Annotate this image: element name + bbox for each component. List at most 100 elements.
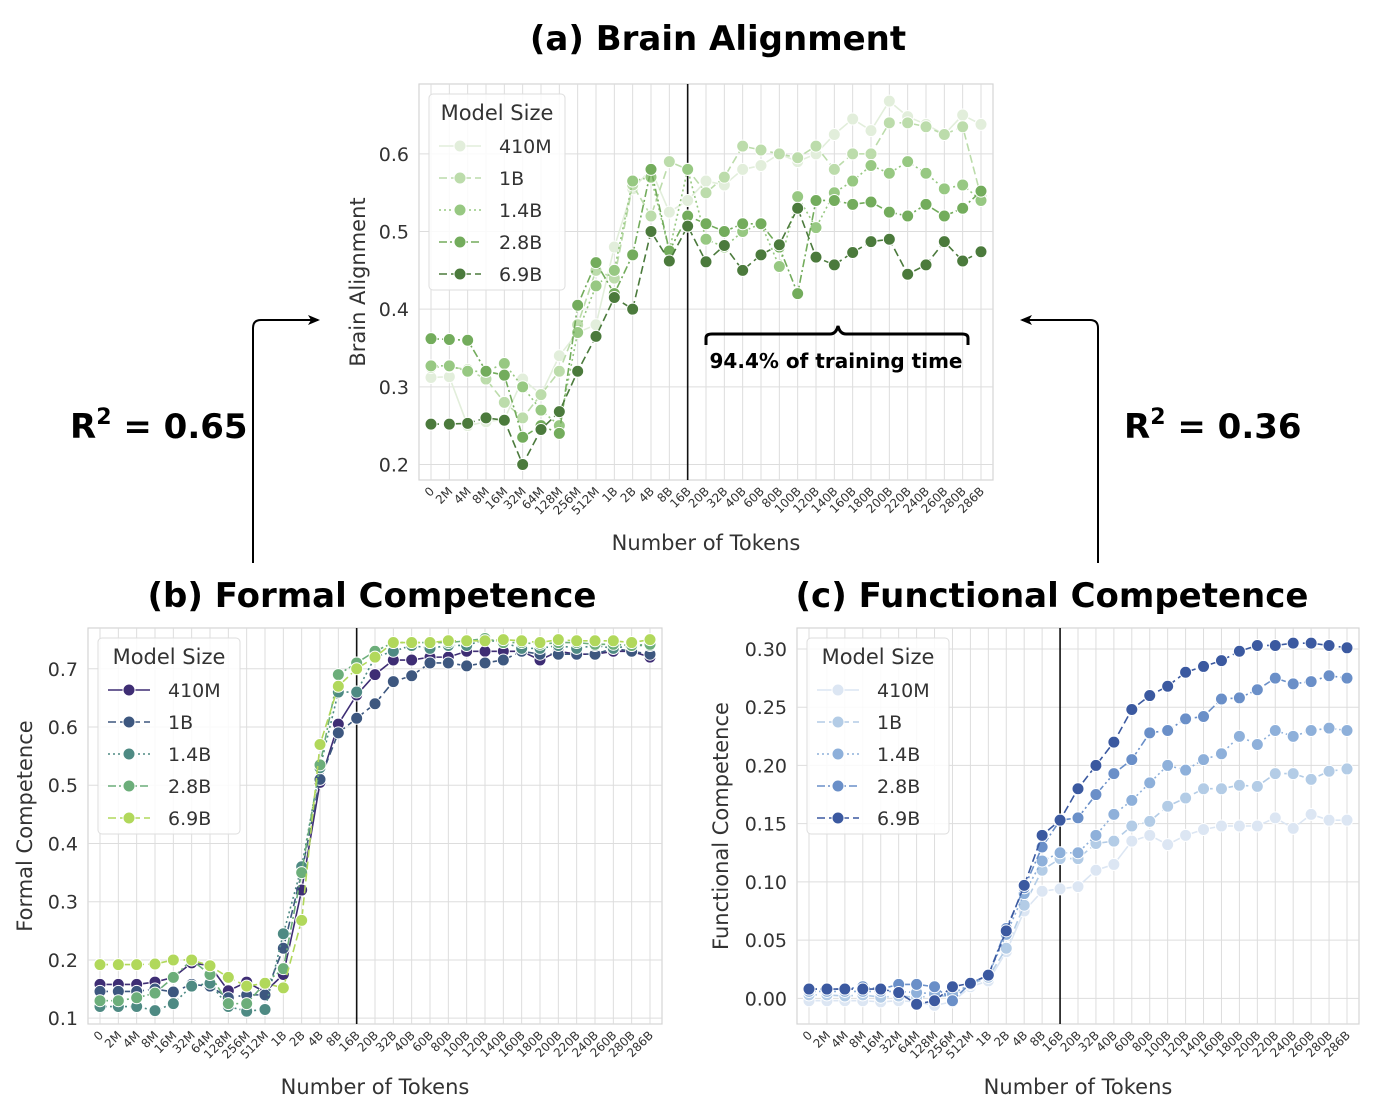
data-point-6.9B bbox=[882, 232, 896, 246]
data-point-1B bbox=[827, 162, 841, 176]
data-point-6.9B bbox=[533, 636, 547, 650]
data-point-6.9B bbox=[258, 976, 272, 990]
y-tick-label: 0.2 bbox=[48, 950, 78, 972]
data-point-6.9B bbox=[1017, 878, 1031, 892]
right-connector-arrow bbox=[1020, 315, 1099, 563]
legend-title: Model Size bbox=[441, 101, 554, 125]
data-point-2.8B bbox=[1268, 671, 1282, 685]
data-point-6.9B bbox=[130, 958, 144, 972]
data-point-2.8B bbox=[479, 364, 493, 378]
data-point-1.4B bbox=[258, 1002, 272, 1016]
data-point-1.4B bbox=[901, 155, 915, 169]
data-point-1.4B bbox=[1179, 763, 1193, 777]
y-tick-label: 0.5 bbox=[48, 775, 78, 797]
chart-title: (c) Functional Competence bbox=[796, 576, 1309, 616]
data-point-1B bbox=[534, 388, 548, 402]
data-point-2.8B bbox=[424, 332, 438, 346]
data-point-2.8B bbox=[945, 994, 959, 1008]
data-point-1B bbox=[350, 711, 364, 725]
data-point-1B bbox=[956, 120, 970, 134]
legend-swatch-marker bbox=[453, 267, 467, 281]
y-tick-label: 0.4 bbox=[379, 299, 409, 321]
y-tick-label: 0.25 bbox=[745, 697, 787, 719]
data-point-6.9B bbox=[405, 636, 419, 650]
formal-competence-chart: (b) Formal Competence02M4M8M16M32M64M128… bbox=[13, 576, 663, 1099]
data-point-6.9B bbox=[1304, 636, 1318, 650]
data-point-410M bbox=[1107, 857, 1121, 871]
legend-swatch-marker bbox=[453, 139, 467, 153]
data-point-6.9B bbox=[1179, 665, 1193, 679]
data-point-2.8B bbox=[699, 217, 713, 231]
data-point-410M bbox=[368, 668, 382, 682]
data-point-6.9B bbox=[644, 225, 658, 239]
y-tick-label: 0.05 bbox=[745, 930, 787, 952]
data-point-6.9B bbox=[496, 633, 510, 647]
data-point-6.9B bbox=[809, 250, 823, 264]
data-point-6.9B bbox=[461, 416, 475, 430]
data-point-2.8B bbox=[111, 994, 125, 1008]
data-point-2.8B bbox=[937, 209, 951, 223]
data-point-6.9B bbox=[423, 636, 437, 650]
data-point-1B bbox=[1197, 782, 1211, 796]
data-point-6.9B bbox=[111, 958, 125, 972]
data-point-6.9B bbox=[772, 238, 786, 252]
data-point-1.4B bbox=[626, 174, 640, 188]
data-point-6.9B bbox=[699, 255, 713, 269]
data-point-1B bbox=[1232, 778, 1246, 792]
data-point-6.9B bbox=[974, 245, 988, 259]
legend-swatch-marker bbox=[453, 171, 467, 185]
data-point-1.4B bbox=[166, 997, 180, 1011]
data-point-2.8B bbox=[901, 209, 915, 223]
legend-swatch-marker bbox=[122, 811, 136, 825]
data-point-1.4B bbox=[276, 927, 290, 941]
legend-swatch-marker bbox=[122, 779, 136, 793]
data-point-2.8B bbox=[331, 668, 345, 682]
data-point-410M bbox=[1053, 882, 1067, 896]
y-tick-label: 0.6 bbox=[48, 717, 78, 739]
data-point-6.9B bbox=[460, 634, 474, 648]
data-point-6.9B bbox=[910, 997, 924, 1011]
data-point-410M bbox=[1304, 807, 1318, 821]
data-point-6.9B bbox=[846, 245, 860, 259]
data-point-1.4B bbox=[1250, 737, 1264, 751]
training-time-brace bbox=[704, 325, 970, 345]
x-axis-label: Number of Tokens bbox=[281, 1075, 470, 1099]
data-point-1B bbox=[699, 186, 713, 200]
data-point-2.8B bbox=[791, 287, 805, 301]
data-point-6.9B bbox=[606, 634, 620, 648]
data-point-2.8B bbox=[974, 184, 988, 198]
data-point-410M bbox=[974, 117, 988, 131]
legend-swatch-marker bbox=[831, 747, 845, 761]
data-point-1B bbox=[1161, 799, 1175, 813]
data-point-410M bbox=[754, 159, 768, 173]
data-point-1.4B bbox=[571, 325, 585, 339]
data-point-6.9B bbox=[386, 636, 400, 650]
data-point-6.9B bbox=[919, 258, 933, 272]
data-point-2.8B bbox=[313, 758, 327, 772]
data-point-1B bbox=[496, 653, 510, 667]
data-point-6.9B bbox=[1107, 735, 1121, 749]
legend-entry-label: 6.9B bbox=[877, 808, 920, 830]
legend-entry-label: 1.4B bbox=[168, 744, 211, 766]
data-point-6.9B bbox=[1071, 782, 1085, 796]
data-point-410M bbox=[846, 112, 860, 126]
data-point-410M bbox=[1143, 828, 1157, 842]
data-point-6.9B bbox=[276, 981, 290, 995]
data-point-1.4B bbox=[424, 359, 438, 373]
legend-entry-label: 6.9B bbox=[168, 808, 211, 830]
data-point-6.9B bbox=[928, 994, 942, 1008]
data-point-6.9B bbox=[963, 976, 977, 990]
legend-swatch-marker bbox=[831, 683, 845, 697]
data-point-6.9B bbox=[626, 302, 640, 316]
data-point-2.8B bbox=[846, 197, 860, 211]
data-point-1B bbox=[846, 147, 860, 161]
data-point-6.9B bbox=[515, 634, 529, 648]
legend-entry-label: 410M bbox=[499, 136, 552, 158]
data-point-1.4B bbox=[589, 279, 603, 293]
legend-entry-label: 1B bbox=[877, 712, 902, 734]
data-point-1B bbox=[1214, 782, 1228, 796]
data-point-410M bbox=[1232, 819, 1246, 833]
data-point-2.8B bbox=[1322, 669, 1336, 683]
data-point-1.4B bbox=[1071, 846, 1085, 860]
data-point-1B bbox=[478, 656, 492, 670]
